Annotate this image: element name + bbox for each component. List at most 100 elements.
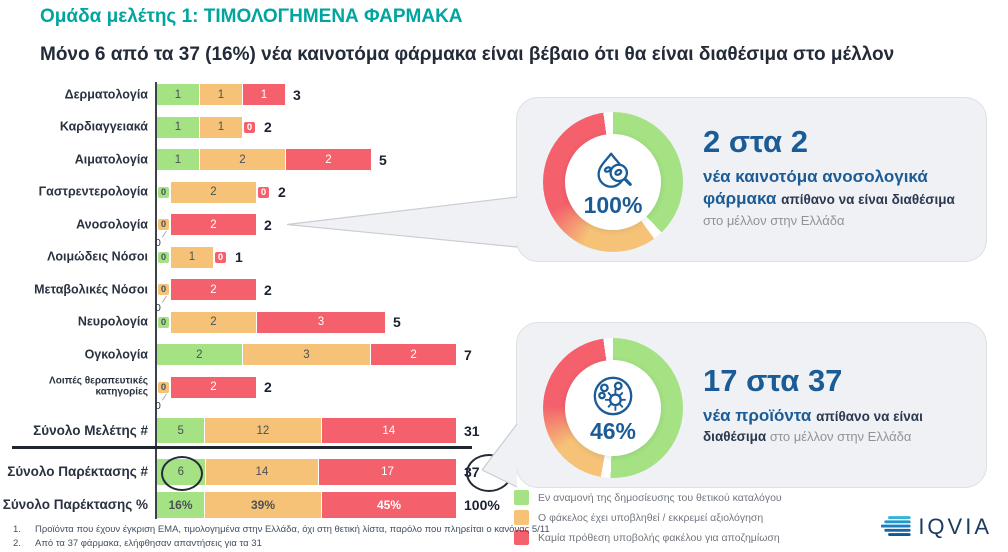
category-label: Αιματολογία	[74, 151, 148, 166]
legend-label: Ο φάκελος έχει υποβληθεί / εκκρεμεί αξιο…	[538, 511, 764, 524]
callout-text: 2 στα 2 νέα καινοτόμα ανοσολογικά φάρμακα…	[703, 124, 955, 232]
petri-dish-icon	[593, 376, 633, 416]
bar-segment-orange: 14	[205, 459, 319, 485]
callout-line: νέα καινοτόμα ανοσολογικά	[703, 166, 955, 189]
legend-label: Εν αναμονή της δημοσίευσης του θετικού κ…	[538, 491, 782, 504]
bar-group: 16% 39% 45% 100%	[157, 492, 500, 518]
category-label: Μεταβολικές Νόσοι	[34, 281, 148, 296]
bar-segment-green: 1	[157, 116, 199, 138]
bar-segment-red: 45%	[322, 492, 456, 518]
callout-line-text: στο μέλλον στην Ελλάδα	[769, 429, 912, 445]
bar-segment-red: 1	[243, 84, 285, 105]
callout-headline: 2 στα 2	[703, 124, 808, 159]
legend-item: Ο φάκελος έχει υποβληθεί / εκκρεμεί αξιο…	[514, 510, 782, 525]
callout-line: διαθέσιμα στο μέλλον στην Ελλάδα	[703, 427, 923, 448]
iqvia-logo: IQVIA	[881, 514, 992, 540]
page-subtitle: Μόνο 6 από τα 37 (16%) νέα καινοτόμα φάρ…	[40, 44, 895, 65]
row-total-label: 31	[463, 422, 480, 439]
bar-group: 6 14 17 37	[157, 459, 480, 485]
footnote-number: 2.	[13, 537, 21, 549]
zero-annotation-below: 0	[155, 230, 168, 249]
zero-annotation-below: 0	[155, 295, 168, 314]
footnotes: 1. Προϊόντα που έχουν έγκριση ΕΜΑ, τιμολο…	[13, 523, 550, 550]
bar-segment-red: 2	[171, 376, 256, 398]
legend-label: Καμία πρόθεση υποβολής φακέλου για αποζη…	[538, 531, 780, 544]
bar-segment-red: 2	[171, 214, 256, 235]
bar-segment-orange: 0	[157, 380, 170, 394]
page-title: Ομάδα μελέτης 1: ΤΙΜΟΛΟΓΗΜΕΝΑ ΦΑΡΜΑΚΑ	[40, 6, 463, 27]
callout-line: νέα προϊόντα απίθανο να είναι	[703, 405, 923, 428]
callout-line-text: απίθανο να είναι	[816, 408, 923, 424]
category-label: Ογκολογία	[84, 346, 148, 361]
bar-segment-green: 0	[157, 250, 170, 264]
bar-segment-red: 2	[171, 279, 256, 300]
donut-percent: 100%	[583, 192, 643, 218]
row-total-label: 3	[293, 86, 301, 103]
bar-segment-orange: 12	[205, 418, 321, 443]
callout-line-text: νέα προϊόντα	[703, 405, 817, 425]
chart-row: Αιματολογία 1 2 2 5	[0, 149, 520, 170]
droplet-magnifier-icon	[597, 152, 632, 188]
totals-divider-line	[12, 446, 472, 449]
callout-line-text: φάρμακα	[703, 189, 782, 209]
bar-segment-orange: 2	[171, 181, 256, 203]
callout-line-text: απίθανο να είναι διαθέσιμα	[781, 192, 955, 208]
chart-row: Σύνολο Μελέτης # 5 12 14 31	[0, 418, 520, 443]
category-label: Νευρολογία	[77, 314, 148, 329]
chart-row: Γαστρεντερολογία 0 2 0 2	[0, 181, 520, 203]
zero-annotation-below: 0	[155, 392, 168, 412]
category-label: Γαστρεντερολογία	[38, 184, 148, 199]
category-label: Ανοσολογία	[76, 216, 148, 231]
chart-row: Λοιπές θεραπευτικές κατηγορίες 0 2 2	[0, 375, 520, 398]
row-total-label: 100%	[464, 497, 500, 513]
chart-row: Καρδιαγγειακά 1 1 0 2	[0, 116, 520, 138]
row-total-label: 2	[264, 379, 272, 395]
donut-center: 100%	[565, 134, 661, 230]
bar-segment-red: 0	[243, 120, 256, 134]
category-label: Δερματολογία	[64, 86, 148, 101]
callout-line: στο μέλλον στην Ελλάδα	[703, 211, 955, 232]
callout-line-text: διαθέσιμα	[703, 429, 770, 445]
chart-row: Ανοσολογία 0 2 2	[0, 214, 520, 235]
footnote-text: Από τα 37 φάρμακα, ελήφθησαν απαντήσεις …	[35, 537, 262, 549]
donut-percent: 46%	[589, 418, 637, 444]
bar-segment-orange: 3	[242, 344, 371, 365]
bar-segment-orange: 1	[200, 84, 242, 105]
row-total-label: 5	[379, 151, 387, 168]
callout-line: φάρμακα απίθανο να είναι διαθέσιμα	[703, 188, 955, 211]
donut-center: 46%	[565, 360, 661, 456]
chart-row: Μεταβολικές Νόσοι 0 2 2	[0, 279, 520, 300]
category-label: Λοιπές θεραπευτικές κατηγορίες	[49, 375, 148, 397]
chart-row: Σύνολο Παρέκτασης # 6 14 17 37	[0, 459, 520, 485]
footnote: 1. Προϊόντα που έχουν έγκριση ΕΜΑ, τιμολο…	[13, 523, 550, 537]
chart-axis	[155, 82, 157, 519]
bar-segment-green: 1	[157, 149, 199, 170]
stacked-bar-chart: Δερματολογία 1 1 1 3 Καρδιαγγειακά 1 1 0 2 Αιματολ…	[0, 82, 520, 519]
category-label: Σύνολο Παρέκτασης #	[7, 463, 148, 479]
bar-segment-red: 0	[257, 185, 270, 199]
bar-segment-red: 17	[319, 459, 456, 485]
category-label: Καρδιαγγειακά	[59, 119, 148, 134]
bar-segment-orange: 2	[200, 149, 285, 170]
bar-segment-orange: 2	[171, 311, 256, 333]
callout-card-immunology: 100% 2 στα 2 νέα καινοτόμα ανοσολογικά φά…	[516, 97, 987, 262]
bar-segment-red: 2	[371, 344, 456, 365]
bar-segment-green: 2	[157, 344, 242, 365]
legend-item: Εν αναμονή της δημοσίευσης του θετικού κ…	[514, 490, 782, 505]
row-total-label: 2	[264, 119, 272, 135]
bar-segment-green: 16%	[157, 492, 204, 518]
chart-row: Λοιμώδεις Νόσοι 0 1 0 1	[0, 246, 520, 268]
chart-row: Δερματολογία 1 1 1 3	[0, 84, 520, 105]
donut-chart-100: 100%	[543, 112, 683, 252]
bar-segment-orange: 1	[200, 116, 242, 138]
row-total-label: 2	[264, 281, 272, 298]
bar-segment-green: 0	[157, 185, 170, 199]
donut-chart-46: 46%	[543, 338, 683, 478]
legend-swatch	[514, 530, 529, 545]
bar-segment-orange: 39%	[205, 492, 321, 518]
bar-segment-red: 0	[214, 250, 227, 264]
